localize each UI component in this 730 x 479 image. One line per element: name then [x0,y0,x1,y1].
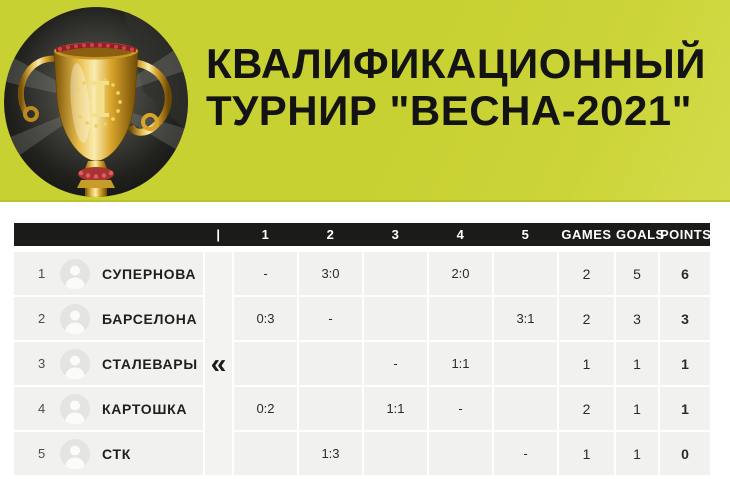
header-divider: | [216,227,221,242]
team-avatar-icon [60,258,90,289]
team-cell: 1 СУПЕРНОВА [14,252,203,295]
team-cell: 3 СТАЛЕВАРЫ [14,342,203,385]
result-cell-vs4: 2:0 [429,252,492,295]
rank-label: 4 [38,401,46,416]
header-games: GAMES [561,227,612,242]
table-row: 4 КАРТОШКА 0:2 1:1 - 2 1 1 [14,387,710,430]
points-cell: 1 [660,342,710,385]
header-round-2: 2 [326,227,335,242]
points-cell: 1 [660,387,710,430]
games-cell: 1 [559,342,614,385]
header-round-5: 5 [521,227,530,242]
result-cell-vs2: - [299,297,362,340]
table-row: 1 СУПЕРНОВА - 3:0 2:0 2 5 6 [14,252,710,295]
result-cell-vs1: - [234,252,297,295]
team-avatar-icon [60,393,90,424]
team-name: КАРТОШКА [102,400,188,417]
table-row: 5 СТК 1:3 - 1 1 0 [14,432,710,475]
result-cell-vs5 [494,342,557,385]
header-goals: GOALS [616,227,665,242]
header-round-4: 4 [456,227,465,242]
team-name: СТК [102,445,131,462]
table-header-row: | 1 2 3 4 5 GAMES GOALS POINTS [14,223,712,246]
header-round-3: 3 [391,227,400,242]
games-cell: 2 [559,387,614,430]
divider-column: « [205,252,232,475]
goals-cell: 5 [616,252,658,295]
result-cell-vs2: 3:0 [299,252,362,295]
team-avatar-icon [60,303,90,334]
result-cell-vs5: - [494,432,557,475]
result-cell-vs4: - [429,387,492,430]
banner: КВАЛИФИКАЦИОННЫЙ ТУРНИР "ВЕСНА-2021" [0,0,730,202]
result-cell-vs3: 1:1 [364,387,427,430]
result-cell-vs1: 0:2 [234,387,297,430]
trophy-image [4,7,188,197]
result-cell-vs3 [364,432,427,475]
header-round-1: 1 [261,227,270,242]
team-avatar-icon [60,438,90,469]
result-cell-vs3 [364,252,427,295]
points-cell: 0 [660,432,710,475]
result-cell-vs3 [364,297,427,340]
page-title: КВАЛИФИКАЦИОННЫЙ ТУРНИР "ВЕСНА-2021" [206,40,706,134]
rank-label: 2 [38,311,46,326]
team-name: СТАЛЕВАРЫ [102,355,198,372]
team-name: БАРСЕЛОНА [102,310,198,327]
result-cell-vs5 [494,252,557,295]
result-cell-vs1 [234,432,297,475]
goals-cell: 3 [616,297,658,340]
collapse-chevrons-icon[interactable]: « [210,347,227,379]
header-points: POINTS [660,227,712,242]
team-avatar-icon [60,348,90,379]
games-cell: 2 [559,252,614,295]
team-cell: 2 БАРСЕЛОНА [14,297,203,340]
title-line-1: КВАЛИФИКАЦИОННЫЙ [206,40,706,87]
goals-cell: 1 [616,432,658,475]
result-cell-vs1: 0:3 [234,297,297,340]
result-cell-vs4 [429,432,492,475]
rank-label: 1 [38,266,46,281]
rank-label: 3 [38,356,46,371]
table-row: 2 БАРСЕЛОНА 0:3 - 3:1 2 3 3 [14,297,710,340]
rank-label: 5 [38,446,46,461]
team-cell: 4 КАРТОШКА [14,387,203,430]
result-cell-vs5: 3:1 [494,297,557,340]
result-cell-vs2 [299,342,362,385]
games-cell: 2 [559,297,614,340]
points-cell: 3 [660,297,710,340]
games-cell: 1 [559,432,614,475]
result-cell-vs1 [234,342,297,385]
result-cell-vs2 [299,387,362,430]
result-cell-vs2: 1:3 [299,432,362,475]
points-cell: 6 [660,252,710,295]
table-row: 3 СТАЛЕВАРЫ - 1:1 1 1 1 [14,342,710,385]
standings-table: | 1 2 3 4 5 GAMES GOALS POINTS « 1 [14,223,712,475]
team-name: СУПЕРНОВА [102,265,197,282]
goals-cell: 1 [616,387,658,430]
result-cell-vs5 [494,387,557,430]
table-body: « 1 СУПЕРНОВА - 3:0 2:0 2 5 6 2 [14,252,710,475]
result-cell-vs4: 1:1 [429,342,492,385]
goals-cell: 1 [616,342,658,385]
title-line-2: ТУРНИР "ВЕСНА-2021" [206,87,693,134]
team-cell: 5 СТК [14,432,203,475]
result-cell-vs3: - [364,342,427,385]
result-cell-vs4 [429,297,492,340]
